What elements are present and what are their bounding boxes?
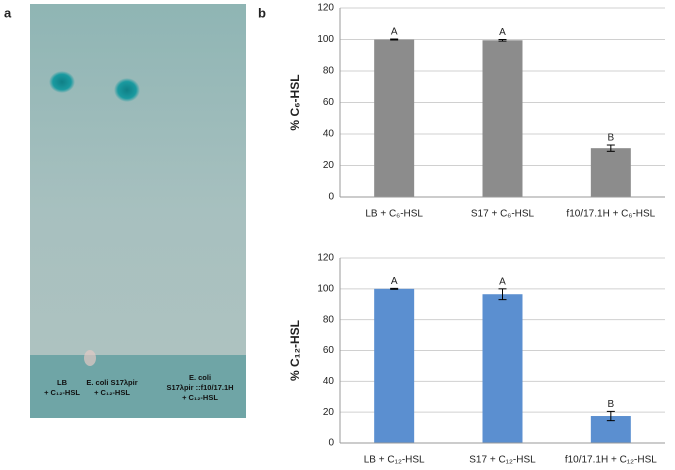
y-tick-label: 60 [323,345,335,356]
lane-label: LB [57,378,68,387]
significance-label: A [499,27,506,38]
lane-label: E. coli S17λpir [86,378,137,387]
y-tick-label: 120 [317,3,334,14]
lane-label: + C₁₂-HSL [94,388,130,397]
lane-label: E. coli [189,373,211,382]
y-tick-label: 20 [323,160,335,171]
y-tick-label: 100 [317,34,334,45]
y-tick-label: 40 [323,129,335,140]
lane-label: + C₁₂-HSL [44,388,80,397]
lane-label: + C₁₂-HSL [182,393,218,402]
y-tick-label: 120 [317,253,334,264]
error-bar [498,288,507,301]
y-axis-title: % C₁₂-HSL [288,320,302,381]
y-tick-label: 0 [328,438,334,449]
y-tick-label: 80 [323,314,335,325]
significance-label: B [607,399,614,410]
y-tick-label: 100 [317,283,334,294]
panel-label: b [258,5,266,20]
x-tick-label: LB + C₆-HSL [365,209,423,220]
significance-label: A [391,27,398,38]
bar [374,39,415,197]
y-tick-label: 20 [323,407,335,418]
bar [482,294,523,443]
bar [374,288,415,443]
x-tick-label: f10/17.1H + C₁₂-HSL [565,455,657,466]
error-bar [606,410,615,422]
y-tick-label: 0 [328,192,334,203]
error-bar [606,144,615,152]
x-tick-label: S17 + C₆-HSL [471,209,535,220]
x-tick-label: LB + C₁₂-HSL [364,455,425,466]
panel-label: a [4,5,12,20]
y-tick-label: 80 [323,66,335,77]
error-bar [498,39,507,42]
tlc-photo [30,4,246,418]
x-tick-label: f10/17.1H + C₆-HSL [566,209,655,220]
bar [482,40,523,197]
error-bar [390,287,399,290]
significance-label: A [391,276,398,287]
error-bar [390,38,399,41]
significance-label: A [499,276,506,287]
bar [590,148,631,197]
y-tick-label: 40 [323,376,335,387]
x-tick-label: S17 + C₁₂-HSL [469,455,536,466]
y-tick-label: 60 [323,97,335,108]
significance-label: B [607,133,614,144]
y-axis-title: % C₆-HSL [288,74,302,130]
lane-label: S17λpir ::f10/17.1H [166,383,233,392]
